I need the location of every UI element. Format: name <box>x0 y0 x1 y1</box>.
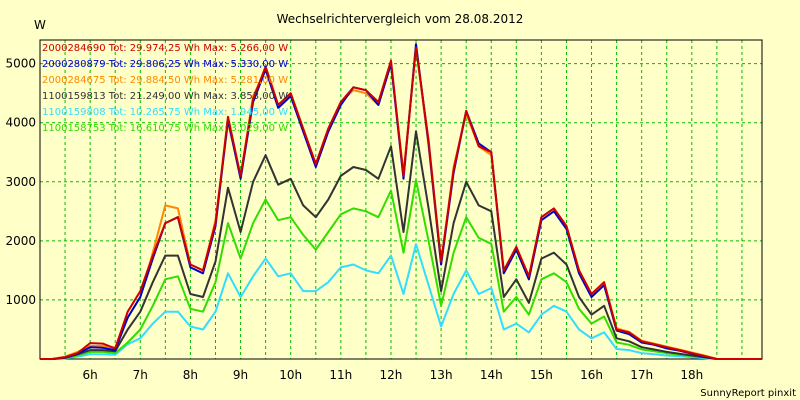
footer-credit: SunnyReport pinxit <box>700 388 796 399</box>
legend-entry-2: 2000280879 Tot: 29.806,25 Wh Max: 5.330,… <box>42 59 288 70</box>
x-tick-label: 17h <box>630 368 653 382</box>
x-tick-label: 8h <box>183 368 198 382</box>
x-axis-ticks: 6h 7h 8h 9h 10h 11h 12h 13h 14h 15h 16h 17h 18h <box>83 368 704 382</box>
x-tick-label: 9h <box>233 368 248 382</box>
y-axis-ticks: 1000 2000 3000 4000 5000 <box>5 57 36 307</box>
y-tick-label: 5000 <box>5 57 36 71</box>
chart-title: Wechselrichtervergleich vom 28.08.2012 <box>277 12 524 26</box>
x-tick-label: 13h <box>430 368 453 382</box>
y-tick-label: 2000 <box>5 234 36 248</box>
legend-entry-3: 2000284675 Tot: 29.884,50 Wh Max: 5.281,… <box>42 75 288 86</box>
y-axis-label: W <box>34 18 46 32</box>
legend-entry-6: 1100158753 Tot: 16.610,75 Wh Max: 3.029,… <box>42 123 288 134</box>
grid <box>40 40 762 359</box>
legend: 2000284690 Tot: 29.974,25 Wh Max: 5.266,… <box>42 43 288 134</box>
series-line-4 <box>40 130 762 360</box>
x-tick-label: 6h <box>83 368 98 382</box>
x-tick-label: 15h <box>530 368 553 382</box>
x-tick-label: 10h <box>279 368 302 382</box>
x-tick-label: 14h <box>480 368 503 382</box>
y-tick-label: 3000 <box>5 175 36 189</box>
x-tick-label: 18h <box>680 368 703 382</box>
legend-entry-4: 1100159813 Tot: 21.249,00 Wh Max: 3.853,… <box>42 91 288 102</box>
y-tick-label: 1000 <box>5 293 36 307</box>
y-tick-label: 4000 <box>5 116 36 130</box>
legend-entry-5: 1100159808 Tot: 10.265,75 Wh Max: 1.945,… <box>42 107 288 118</box>
x-tick-label: 16h <box>580 368 603 382</box>
series-line-6 <box>40 179 762 360</box>
legend-entry-1: 2000284690 Tot: 29.974,25 Wh Max: 5.266,… <box>42 43 288 54</box>
x-tick-label: 11h <box>329 368 352 382</box>
x-tick-label: 7h <box>133 368 148 382</box>
series-line-5 <box>40 243 762 360</box>
x-tick-label: 12h <box>380 368 403 382</box>
series-line-1 <box>40 46 762 360</box>
plot-frame <box>39 39 763 360</box>
series-lines <box>40 43 762 360</box>
